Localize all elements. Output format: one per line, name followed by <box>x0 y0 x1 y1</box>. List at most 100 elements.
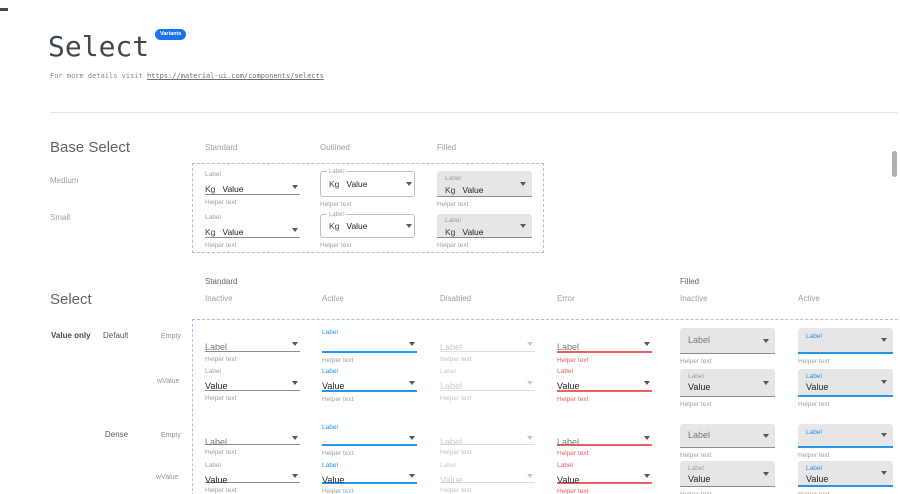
select-label: Label <box>688 465 704 472</box>
select-label: Label <box>322 424 338 431</box>
standard-select-control[interactable]: Label <box>205 432 300 447</box>
dropdown-arrow-icon <box>644 381 650 385</box>
base-standard-small: Label Kg Value Helper text <box>205 213 300 249</box>
row-header-medium: Medium <box>50 176 79 185</box>
outlined-select-control[interactable]: Label Kg Value <box>320 211 415 238</box>
standard-select-control[interactable]: Value <box>322 376 417 392</box>
select-standard-disabled-value: Label Label Helper text <box>440 367 535 402</box>
adornment: Kg <box>205 227 216 237</box>
filled-select-control[interactable]: Label <box>680 424 775 448</box>
column-header-standard: Standard <box>205 143 238 152</box>
select-placeholder: Label <box>688 335 711 345</box>
select-dense-filled-inactive-empty: Label Helper text <box>680 424 775 459</box>
standard-select-control[interactable]: Kg Value <box>205 222 300 238</box>
standard-select-control[interactable]: Value <box>557 376 652 392</box>
filled-select-control[interactable]: Label <box>798 424 893 448</box>
dropdown-arrow-icon <box>409 474 415 478</box>
select-dense-filled-inactive-value: Label Value Helper text <box>680 461 775 494</box>
filled-select-control[interactable]: Label Kg Value <box>437 214 532 238</box>
select-value: Value <box>688 382 711 392</box>
standard-select-control[interactable]: Label <box>205 337 300 352</box>
filled-select-control[interactable]: Label <box>798 328 893 354</box>
filled-select-control[interactable]: Label Value <box>798 369 893 397</box>
state-header-error: Error <box>557 294 575 303</box>
select-value: Value <box>688 474 711 484</box>
select-filled-active-value: Label Value Helper text <box>798 369 893 408</box>
select-placeholder: Label <box>205 342 228 352</box>
helper-text: Helper text <box>205 487 237 494</box>
dropdown-arrow-icon <box>292 342 298 346</box>
scrollbar-thumb[interactable] <box>892 151 897 177</box>
base-outlined-medium: Label Kg Value Helper text <box>320 168 415 208</box>
subtitle: For more details visit https://material-… <box>50 72 324 80</box>
select-placeholder: Label <box>205 437 228 447</box>
select-label: Label <box>205 171 221 178</box>
select-label: Label <box>557 368 573 375</box>
docs-link[interactable]: https://material-ui.com/components/selec… <box>146 72 324 80</box>
select-label: Label <box>322 462 338 469</box>
dropdown-arrow-icon <box>292 474 298 478</box>
helper-text: Helper text <box>798 491 893 494</box>
select-value: Value <box>346 220 368 231</box>
helper-text: Helper text <box>798 401 830 408</box>
standard-select-control[interactable]: Value <box>205 470 300 485</box>
helper-text: Helper text <box>437 242 469 249</box>
select-label <box>557 424 652 432</box>
variants-badge: Variants <box>155 29 187 40</box>
row-state-wvalue: wValue <box>156 474 179 481</box>
standard-select-control[interactable]: Label <box>440 337 535 352</box>
select-label <box>205 424 300 432</box>
dropdown-arrow-icon <box>881 471 887 475</box>
standard-select-control[interactable]: Label <box>557 337 652 353</box>
dropdown-arrow-icon <box>644 474 650 478</box>
standard-select-control[interactable]: Value <box>557 470 652 485</box>
column-header-filled: Filled <box>437 143 457 152</box>
standard-select-control[interactable]: Value <box>205 376 300 391</box>
standard-select-control[interactable]: Label <box>557 432 652 447</box>
helper-text: Helper text <box>440 487 472 494</box>
select-label: Label <box>322 329 338 336</box>
standard-select-control[interactable]: Value <box>440 470 535 485</box>
dropdown-arrow-icon <box>406 182 412 186</box>
filled-select-control[interactable]: Label Value <box>680 369 775 397</box>
select-label: Label <box>557 462 573 469</box>
outlined-select-control[interactable]: Label Kg Value <box>320 168 415 197</box>
standard-select-control[interactable] <box>322 337 417 353</box>
helper-text: Helper text <box>205 242 237 249</box>
select-dense-standard-disabled-value: Label Value Helper text <box>440 462 535 494</box>
standard-select-control[interactable]: Value <box>322 470 417 485</box>
filled-select-control[interactable]: Label <box>680 328 775 354</box>
helper-text: Helper text <box>680 401 712 408</box>
dropdown-arrow-icon <box>881 338 887 342</box>
select-value: Value <box>806 382 829 392</box>
dropdown-arrow-icon <box>520 181 526 186</box>
select-dense-filled-active-empty: Label Helper text <box>798 424 893 459</box>
select-frame <box>192 319 900 494</box>
dropdown-arrow-icon <box>292 184 298 189</box>
dropdown-arrow-icon <box>644 436 650 440</box>
filled-select-control[interactable]: Label Value <box>680 461 775 487</box>
select-label: Label <box>205 214 221 221</box>
standard-select-control[interactable]: Label <box>440 376 535 391</box>
helper-text: Helper text <box>440 449 472 456</box>
select-value: Value <box>222 227 244 237</box>
filled-select-control[interactable]: Label Value <box>798 461 893 487</box>
select-filled-inactive-value: Label Value Helper text <box>680 369 775 408</box>
select-value: Value <box>462 185 484 195</box>
select-placeholder: Label <box>440 342 463 352</box>
select-label: Label <box>327 168 346 176</box>
page-title: Select <box>48 30 150 63</box>
subtitle-text: For more details visit <box>50 72 147 80</box>
standard-select-control[interactable]: Kg Value <box>205 179 300 195</box>
dropdown-arrow-icon <box>292 436 298 440</box>
select-label: Label <box>806 465 822 472</box>
filled-select-control[interactable]: Label Kg Value <box>437 171 532 197</box>
dropdown-arrow-icon <box>763 338 769 343</box>
standard-select-control[interactable]: Label <box>440 432 535 447</box>
dropdown-arrow-icon <box>406 224 412 228</box>
standard-select-control[interactable] <box>322 432 417 446</box>
state-header-inactive: Inactive <box>205 294 233 303</box>
select-value: Value <box>222 184 244 194</box>
helper-text: Helper text <box>557 488 589 494</box>
